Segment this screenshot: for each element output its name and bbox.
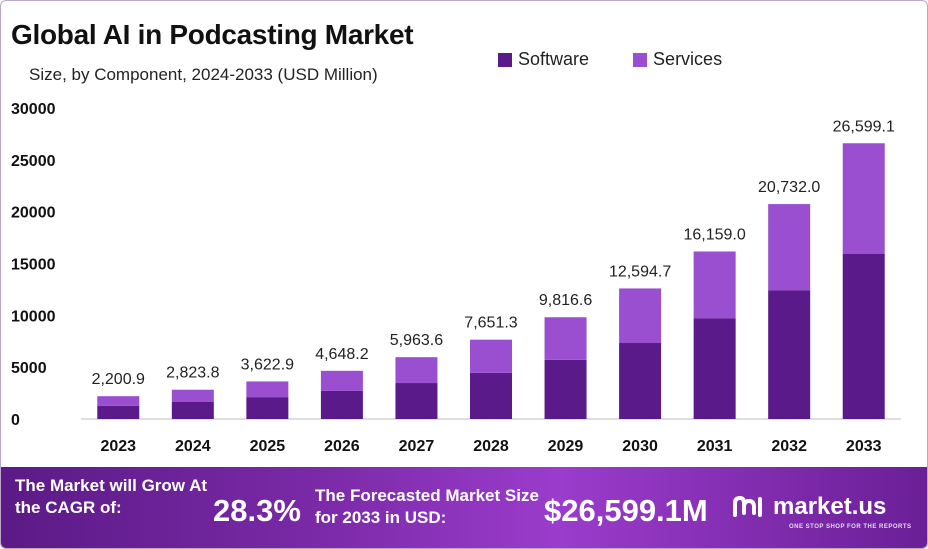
- bar-total-label: 26,599.1: [833, 118, 895, 135]
- bar-total-label: 3,622.9: [241, 356, 294, 373]
- y-tick-label: 5000: [11, 360, 47, 377]
- legend: Software Services: [498, 49, 766, 70]
- bar-software-2032: [768, 290, 811, 419]
- y-tick-label: 0: [11, 412, 20, 429]
- bar-services-2031: [693, 251, 736, 319]
- legend-swatch-services: [633, 52, 648, 67]
- y-tick-label: 25000: [11, 153, 56, 170]
- chart-title: Global AI in Podcasting Market: [11, 19, 414, 50]
- bar-services-2025: [246, 381, 289, 398]
- bar-total-label: 2,823.8: [166, 365, 219, 382]
- bar-total-label: 9,816.6: [539, 292, 592, 309]
- legend-item-services: Services: [633, 49, 722, 70]
- bar-services-2033: [842, 143, 885, 254]
- bar-software-2028: [470, 372, 512, 419]
- x-tick-label: 2032: [771, 438, 807, 455]
- x-tick-label: 2027: [399, 438, 435, 455]
- bar-total-label: 5,963.6: [390, 332, 443, 349]
- x-tick-label: 2033: [846, 438, 882, 455]
- bar-services-2029: [544, 317, 587, 360]
- forecast-value: $26,599.1M: [544, 493, 708, 528]
- x-tick-label: 2023: [100, 438, 136, 455]
- legend-label-services: Services: [653, 49, 723, 69]
- marketus-logo-icon: [733, 495, 762, 517]
- bar-services-2030: [619, 288, 662, 344]
- brand-logo[interactable]: market.us: [731, 493, 886, 521]
- bar-software-2026: [320, 390, 363, 419]
- bar-total-label: 12,594.7: [609, 263, 671, 280]
- legend-item-software: Software: [498, 49, 589, 70]
- bar-software-2025: [246, 397, 289, 419]
- bar-chart: 0 5000 10000 15000 20000 25000 30000 2,200.9 202…: [11, 101, 901, 455]
- bar-services-2032: [768, 204, 811, 291]
- bar-software-2024: [171, 401, 214, 419]
- y-tick-label: 30000: [11, 101, 56, 118]
- forecast-label: The Forecasted Market Size for 2033 in U…: [315, 486, 539, 527]
- brand-name: market.us: [773, 493, 887, 520]
- cagr-value: 28.3%: [213, 493, 301, 528]
- bar-software-2031: [693, 318, 736, 419]
- x-tick-label: 2024: [175, 438, 211, 455]
- brand-tagline: ONE STOP SHOP FOR THE REPORTS: [789, 524, 912, 530]
- x-tick-label: 2026: [324, 438, 360, 455]
- legend-swatch-software: [498, 52, 512, 67]
- bar-services-2026: [320, 370, 363, 391]
- bar-software-2027: [395, 383, 438, 419]
- x-tick-label: 2028: [473, 438, 509, 455]
- chart-subtitle: Size, by Component, 2024-2033 (USD Milli…: [29, 65, 378, 84]
- bar-services-2024: [171, 389, 214, 402]
- y-tick-label: 15000: [11, 257, 56, 274]
- bar-software-2023: [97, 405, 140, 419]
- x-tick-label: 2030: [622, 438, 658, 455]
- footer-banner: The Market will Grow At the CAGR of: 28.…: [1, 467, 927, 548]
- bar-software-2033: [842, 253, 885, 419]
- bar-software-2029: [544, 359, 587, 419]
- bar-total-label: 7,651.3: [464, 315, 517, 332]
- y-tick-label: 20000: [11, 205, 56, 222]
- bar-services-2028: [470, 339, 512, 373]
- x-tick-label: 2025: [250, 438, 286, 455]
- bar-total-label: 4,648.2: [315, 346, 368, 363]
- y-tick-label: 10000: [11, 308, 56, 325]
- bar-services-2027: [395, 357, 438, 384]
- bar-total-label: 2,200.9: [92, 371, 145, 388]
- x-tick-label: 2029: [548, 438, 584, 455]
- x-tick-label: 2031: [697, 438, 733, 455]
- cagr-label: The Market will Grow At the CAGR of:: [15, 476, 208, 517]
- legend-label-software: Software: [518, 49, 590, 69]
- bar-services-2023: [97, 396, 140, 406]
- bar-software-2030: [619, 343, 662, 419]
- bar-total-label: 16,159.0: [683, 226, 745, 243]
- bar-total-label: 20,732.0: [758, 179, 820, 196]
